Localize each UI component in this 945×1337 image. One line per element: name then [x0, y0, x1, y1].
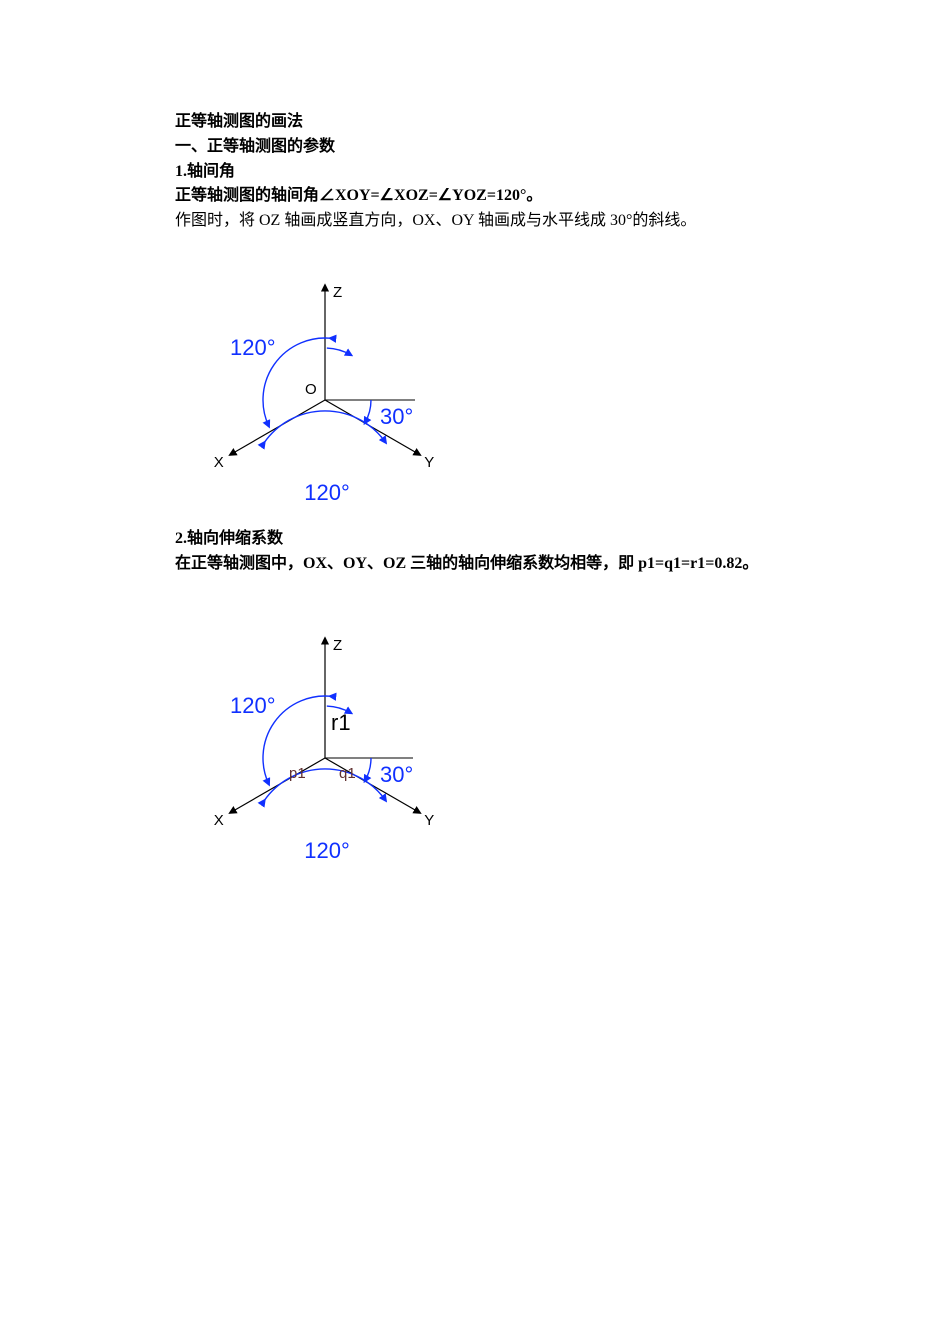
para-3: 在正等轴测图中，OX、OY、OZ 三轴的轴向伸缩系数均相等，即 p1=q1=r1… — [175, 552, 815, 577]
svg-text:p1: p1 — [289, 765, 306, 782]
subheading-2: 2.轴向伸缩系数 — [175, 527, 815, 552]
svg-text:30°: 30° — [380, 762, 413, 787]
svg-text:30°: 30° — [380, 404, 413, 429]
svg-text:X: X — [214, 812, 224, 829]
svg-text:120°: 120° — [304, 838, 350, 863]
document-page: 正等轴测图的画法 一、正等轴测图的参数 1.轴间角 正等轴测图的轴间角∠XOY=… — [0, 0, 875, 950]
figure-1: 120° 120° 30° Z X Y O — [175, 240, 815, 525]
svg-text:X: X — [214, 454, 224, 471]
svg-text:Y: Y — [424, 812, 434, 829]
axis-diagram-2: 120° 120° 30° Z X Yr1 p1 q1 — [175, 583, 495, 883]
axis-diagram-1: 120° 120° 30° Z X Y O — [175, 240, 495, 520]
para-2: 作图时，将 OZ 轴画成竖直方向，OX、OY 轴画成与水平线成 30°的斜线。 — [175, 209, 815, 234]
section-heading: 一、正等轴测图的参数 — [175, 135, 815, 160]
svg-text:Z: Z — [333, 284, 342, 301]
svg-text:q1: q1 — [339, 765, 356, 782]
figure-2: 120° 120° 30° Z X Yr1 p1 q1 — [175, 583, 815, 888]
svg-text:r1: r1 — [331, 710, 351, 735]
svg-text:120°: 120° — [230, 693, 276, 718]
doc-title: 正等轴测图的画法 — [175, 110, 815, 135]
svg-text:120°: 120° — [304, 480, 350, 505]
svg-text:O: O — [305, 381, 317, 398]
svg-text:Z: Z — [333, 637, 342, 654]
para-1: 正等轴测图的轴间角∠XOY=∠XOZ=∠YOZ=120°。 — [175, 184, 815, 209]
svg-text:Y: Y — [424, 454, 434, 471]
svg-text:120°: 120° — [230, 335, 276, 360]
subheading-1: 1.轴间角 — [175, 160, 815, 185]
